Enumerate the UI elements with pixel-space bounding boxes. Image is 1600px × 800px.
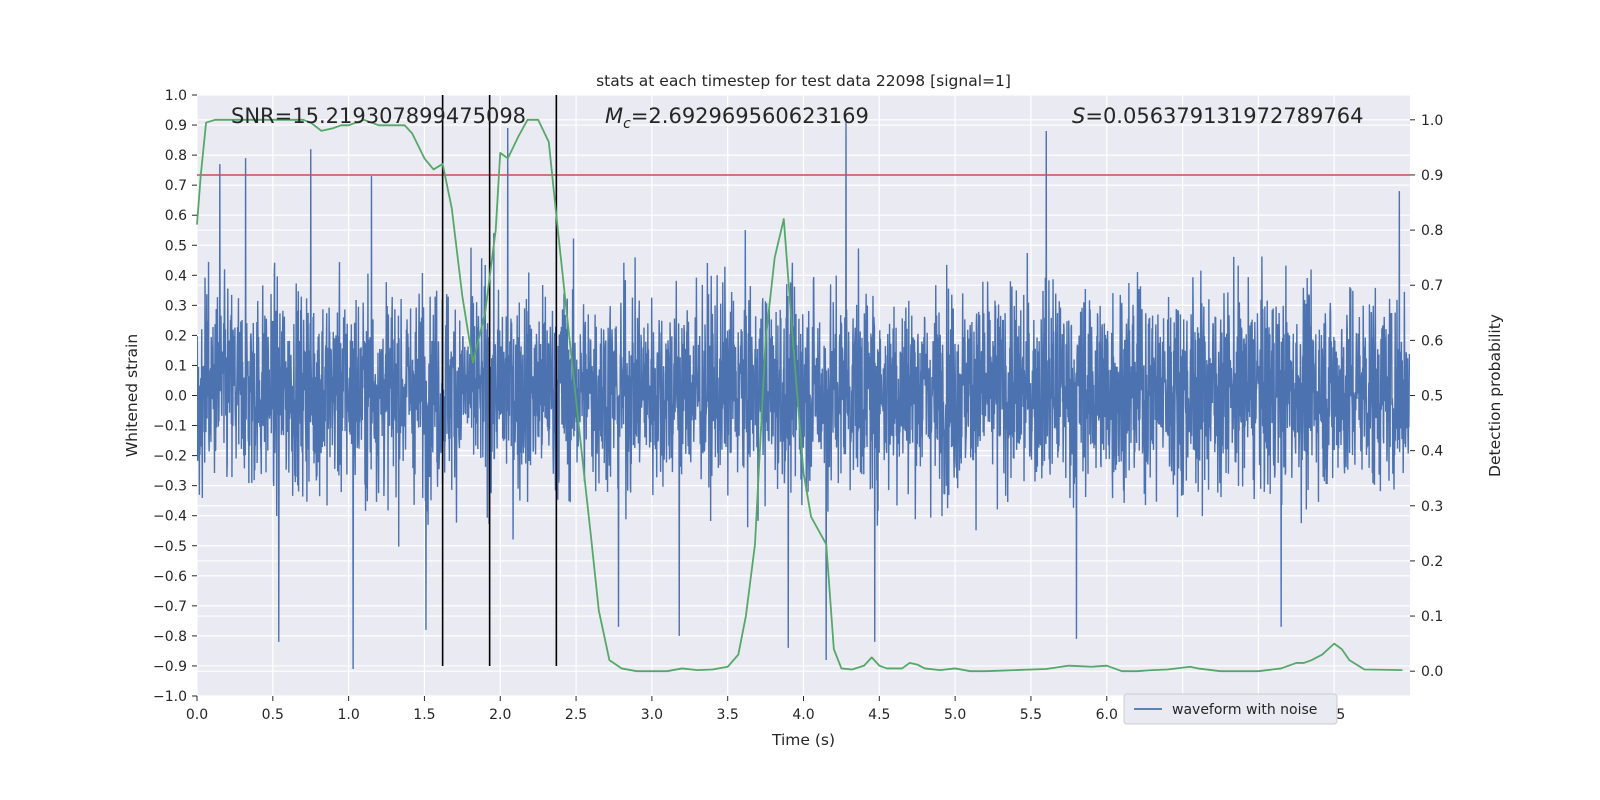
y-right-tick-label: 0.4 xyxy=(1421,444,1443,460)
x-tick-label: 2.5 xyxy=(565,707,587,723)
y-tick-label: 0.8 xyxy=(165,148,187,164)
y-right-tick-label: 0.2 xyxy=(1421,554,1443,570)
y-tick-label: −0.3 xyxy=(153,479,187,495)
x-tick-label: 1.5 xyxy=(413,707,435,723)
probability-line xyxy=(196,118,1403,673)
y-tick-label: 1.0 xyxy=(165,88,187,104)
x-tick-label: 5.5 xyxy=(1020,707,1042,723)
x-tick-label: 5.0 xyxy=(944,707,966,723)
chart-title: stats at each timestep for test data 220… xyxy=(596,72,1011,90)
y-right-tick-label: 0.8 xyxy=(1421,223,1443,239)
s-value: =0.056379131972789764 xyxy=(1085,104,1363,128)
s-annotation: S=0.056379131972789764 xyxy=(1072,104,1363,128)
y-right-tick-label: 0.3 xyxy=(1421,499,1443,515)
y-right-tick-label: 0.0 xyxy=(1421,664,1443,680)
x-tick-label: 2.0 xyxy=(489,707,511,723)
x-tick-label: 0.0 xyxy=(186,707,208,723)
waveform-series xyxy=(197,119,1410,669)
y-tick-label: 0.3 xyxy=(165,298,187,314)
y-tick-label: −0.6 xyxy=(153,569,187,585)
y-tick-label: −0.1 xyxy=(153,419,187,435)
y-tick-label: 0.7 xyxy=(165,178,187,194)
mc-symbol: M xyxy=(605,104,623,128)
y-axis-label: Whitened strain xyxy=(123,334,141,457)
legend-label: waveform with noise xyxy=(1172,702,1317,718)
x-axis-label: Time (s) xyxy=(771,731,835,749)
x-tick-label: 4.5 xyxy=(868,707,890,723)
x-tick-label: 4.0 xyxy=(792,707,814,723)
y-tick-label: 0.0 xyxy=(165,389,187,405)
vertical-markers xyxy=(441,95,558,666)
chirp-mass-annotation: Mc=2.692969560623169 xyxy=(605,104,869,132)
s-symbol: S xyxy=(1072,104,1085,128)
waveform-line xyxy=(197,119,1410,669)
x-tick-label: 0.5 xyxy=(262,707,284,723)
y-tick-label: −0.5 xyxy=(153,539,187,555)
snr-annotation: SNR=15.219307899475098 xyxy=(231,104,526,128)
x-tick-label: 6.0 xyxy=(1096,707,1118,723)
x-tick-label: 3.0 xyxy=(641,707,663,723)
y-right-tick-label: 0.6 xyxy=(1421,333,1443,349)
y-tick-label: 0.5 xyxy=(165,238,187,254)
y-right-axis-label: Detection probability xyxy=(1486,314,1504,477)
x-tick-label: 3.5 xyxy=(717,707,739,723)
y-tick-label: −0.7 xyxy=(153,599,187,615)
y-right-tick-label: 0.7 xyxy=(1421,278,1443,294)
probability-series xyxy=(196,118,1403,673)
y-right-tick-label: 0.9 xyxy=(1421,168,1443,184)
y-tick-label: 0.2 xyxy=(165,328,187,344)
y-tick-label: −0.8 xyxy=(153,629,187,645)
y-tick-label: 0.4 xyxy=(165,268,187,284)
mc-value: =2.692969560623169 xyxy=(631,104,869,128)
axes: 0.00.51.01.52.02.53.03.54.04.55.05.56.06… xyxy=(153,88,1443,723)
legend-box xyxy=(1123,693,1338,725)
y-right-tick-label: 0.1 xyxy=(1421,609,1443,625)
y-tick-label: −1.0 xyxy=(153,689,187,705)
y-tick-label: 0.1 xyxy=(165,358,187,374)
legend: waveform with noise xyxy=(1123,693,1338,725)
y-tick-label: 0.6 xyxy=(165,208,187,224)
y-tick-label: −0.2 xyxy=(153,449,187,465)
y-right-tick-label: 1.0 xyxy=(1421,113,1443,129)
y-tick-label: −0.4 xyxy=(153,509,187,525)
y-tick-label: −0.9 xyxy=(153,659,187,675)
y-tick-label: 0.9 xyxy=(165,118,187,134)
y-right-tick-label: 0.5 xyxy=(1421,389,1443,405)
mc-subscript: c xyxy=(623,116,631,132)
x-tick-label: 1.0 xyxy=(337,707,359,723)
